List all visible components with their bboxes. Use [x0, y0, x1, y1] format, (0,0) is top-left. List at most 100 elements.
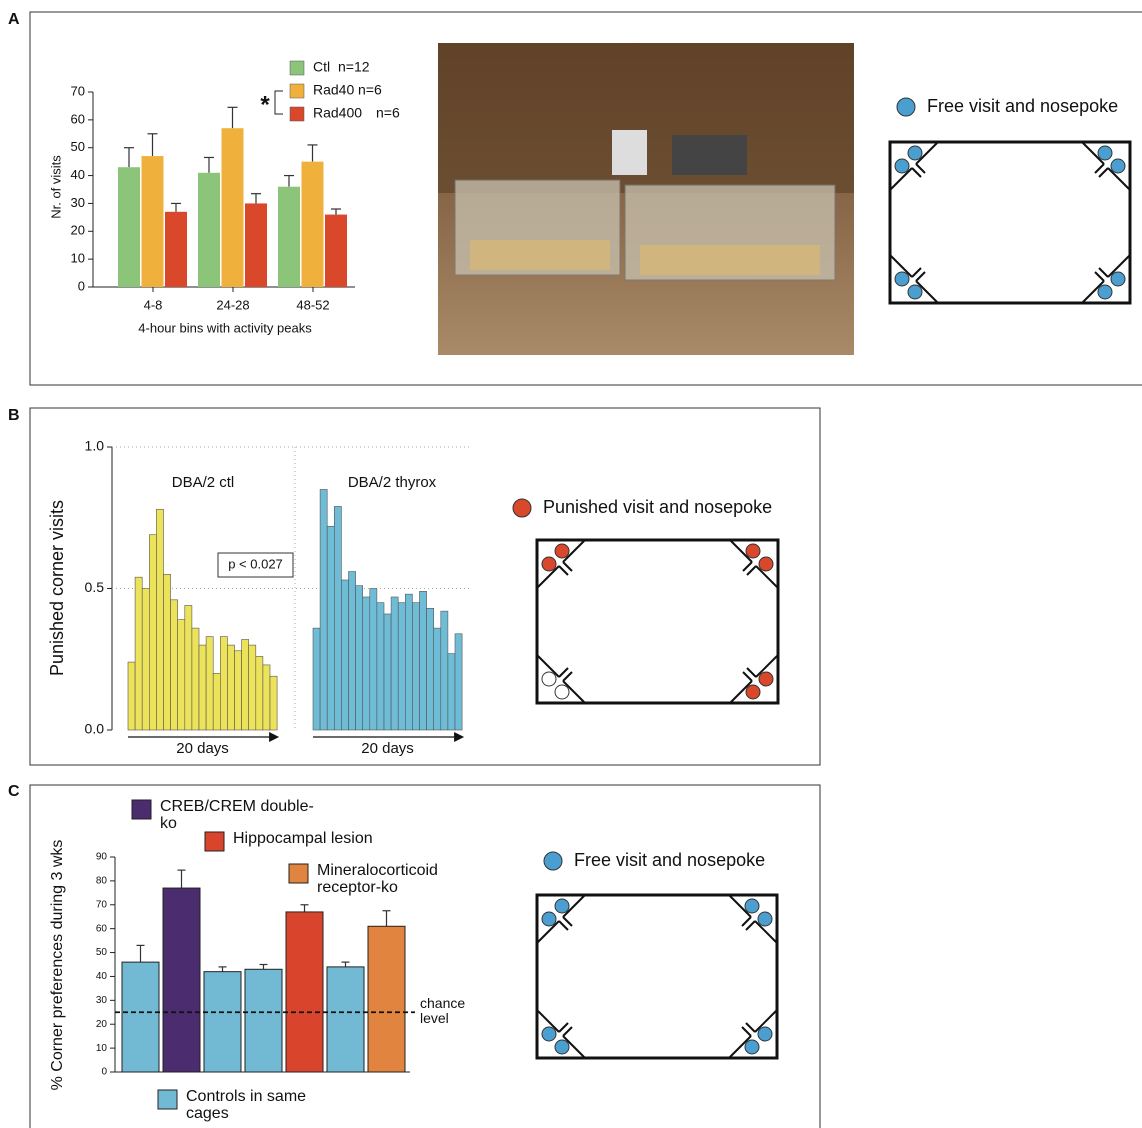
bar [198, 173, 220, 287]
bar [377, 603, 384, 730]
legend-swatch [289, 864, 308, 883]
cage-dot [759, 557, 773, 571]
x-axis-label: 4-hour bins with activity peaks [138, 320, 312, 335]
y-tick-label: 90 [96, 852, 108, 863]
bar [441, 611, 448, 730]
bar [135, 577, 142, 730]
bar [245, 969, 282, 1072]
y-axis-label: Nr. of visits [48, 155, 63, 219]
bar [320, 489, 327, 730]
legend-n: n=6 [376, 105, 400, 121]
bar [142, 156, 164, 287]
bar [118, 167, 140, 287]
bar [122, 962, 159, 1072]
bar [235, 651, 242, 730]
bar [349, 572, 356, 730]
cage [890, 142, 1130, 303]
bar [185, 605, 192, 730]
cage-dot [542, 1027, 556, 1041]
cage-dot [908, 146, 922, 160]
photo [438, 43, 854, 355]
legend-swatch [290, 84, 304, 98]
legend-label: Mineralocorticoid receptor-ko [317, 863, 477, 897]
bar [370, 589, 377, 731]
bar [245, 203, 267, 287]
y-tick-label: 10 [71, 251, 85, 266]
figure: ABC0102030405060704-824-2848-52Ctln=12Ra… [0, 0, 1142, 1128]
bar [256, 656, 263, 730]
bar [165, 212, 187, 287]
legend-swatch [205, 832, 224, 851]
reference-label: chance level [420, 996, 480, 1025]
cage-dot [908, 285, 922, 299]
y-tick-label: 30 [71, 195, 85, 210]
bar [384, 614, 391, 730]
cage-dot [1111, 159, 1125, 173]
bar [156, 509, 163, 730]
bar [204, 972, 241, 1072]
x-axis-label: 20 days [361, 740, 414, 757]
annotation: p < 0.027 [228, 556, 283, 571]
bar [434, 628, 441, 730]
bar [448, 654, 455, 730]
y-tick-label: 60 [71, 111, 85, 126]
legend-label-box: Mineralocorticoid receptor-ko [317, 863, 477, 903]
cage-dot [1098, 285, 1112, 299]
legend-label: Ctl [313, 59, 330, 75]
x-tick-label: 48-52 [296, 297, 329, 312]
legend-label: Controls in same cages [186, 1089, 346, 1123]
bar [278, 187, 300, 287]
bar [368, 926, 405, 1072]
y-tick-label: 50 [96, 947, 108, 958]
x-arrow-head [269, 732, 279, 742]
y-tick-label: 0 [78, 278, 85, 293]
y-tick-label: 40 [96, 971, 108, 982]
y-tick-label: 30 [96, 995, 108, 1006]
bar [164, 574, 171, 730]
legend-label: Hippocampal lesion [233, 831, 393, 848]
bar [192, 628, 199, 730]
bar [398, 603, 405, 730]
x-axis-label: 20 days [176, 740, 229, 757]
bar [327, 526, 334, 730]
cage-dot [759, 672, 773, 686]
y-tick-label: 40 [71, 167, 85, 182]
bar [325, 215, 347, 287]
x-arrow-head [454, 732, 464, 742]
y-axis-label: Punished corner visits [47, 500, 67, 676]
cage [537, 540, 778, 703]
x-tick-label: 4-8 [144, 297, 163, 312]
bar [427, 608, 434, 730]
cage-dot [758, 1027, 772, 1041]
cage-dot [555, 685, 569, 699]
bar [341, 580, 348, 730]
bar [405, 594, 412, 730]
diagram-legend: Punished visit and nosepoke [543, 497, 772, 517]
legend-n: n=6 [358, 82, 382, 98]
bar [163, 888, 200, 1072]
bar [334, 506, 341, 730]
cage-dot [542, 557, 556, 571]
legend-dot [544, 852, 562, 870]
panel-label: A [8, 11, 20, 28]
bar [391, 597, 398, 730]
bar [222, 128, 244, 287]
bar [213, 673, 220, 730]
cage-dot [746, 544, 760, 558]
bar [313, 628, 320, 730]
bar [242, 639, 249, 730]
bar [363, 597, 370, 730]
y-tick-label: 20 [96, 1019, 108, 1030]
significance-star: * [260, 91, 270, 118]
bar [178, 620, 185, 730]
y-tick-label: 0.0 [85, 721, 105, 737]
legend-label: Rad400 [313, 105, 362, 121]
cage-dot [1098, 146, 1112, 160]
y-tick-label: 10 [96, 1043, 108, 1054]
cage-dot [542, 912, 556, 926]
cage-dot [745, 1040, 759, 1054]
cage-dot [758, 912, 772, 926]
legend-dot [513, 499, 531, 517]
legend-swatch [158, 1090, 177, 1109]
bar [206, 637, 213, 730]
